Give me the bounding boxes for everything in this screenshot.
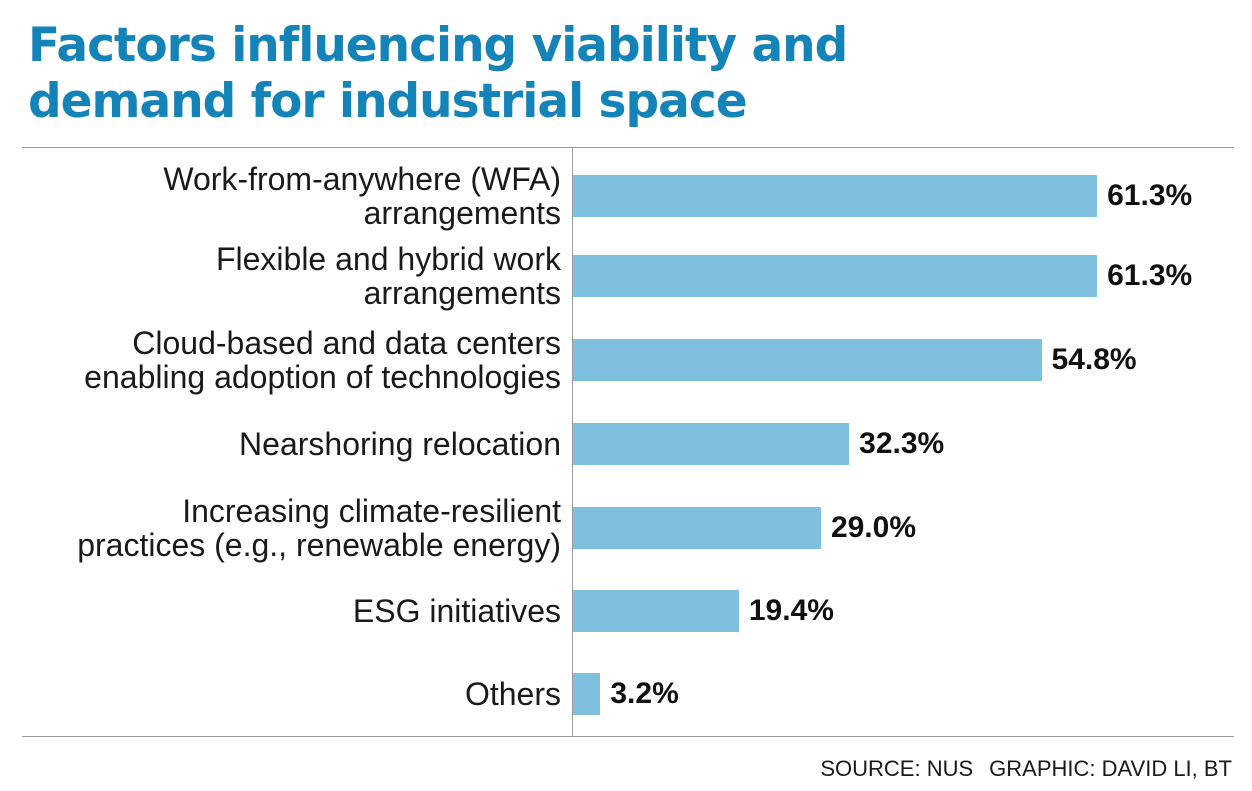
category-label-5-line-1: Increasing climate-resilient bbox=[182, 493, 561, 529]
chart-title-line-1: Factors influencing viability and bbox=[28, 18, 848, 73]
value-label-7: 3.2% bbox=[610, 677, 679, 710]
category-label-4: Nearshoring relocation bbox=[239, 427, 561, 461]
value-label-6: 19.4% bbox=[748, 594, 834, 627]
y-axis-line bbox=[572, 147, 573, 736]
bar-6 bbox=[573, 590, 739, 632]
bottom-rule bbox=[22, 736, 1234, 737]
category-label-3-line-2: enabling adoption of technologies bbox=[84, 359, 561, 395]
category-label-6-line-1: ESG initiatives bbox=[352, 593, 561, 629]
category-label-2: Flexible and hybrid work arrangements bbox=[216, 242, 561, 310]
value-label-1: 61.3% bbox=[1107, 179, 1193, 212]
category-label-1-line-1: Work-from-anywhere (WFA) bbox=[163, 161, 561, 197]
value-label-5: 29.0% bbox=[830, 511, 917, 544]
footer: SOURCE: NUS GRAPHIC: DAVID LI, BT bbox=[804, 756, 1232, 782]
category-label-1: Work-from-anywhere (WFA) arrangements bbox=[163, 162, 561, 230]
value-label-3: 54.8% bbox=[1051, 343, 1137, 376]
category-label-3: Cloud-based and data centers enabling ado… bbox=[84, 326, 561, 394]
bar-2 bbox=[573, 255, 1098, 297]
category-label-1-line-2: arrangements bbox=[363, 195, 561, 231]
credit-text: GRAPHIC: DAVID LI, BT bbox=[989, 756, 1232, 781]
category-label-7: Others bbox=[465, 677, 561, 711]
bar-3 bbox=[573, 339, 1042, 381]
bar-1 bbox=[573, 175, 1098, 217]
chart-title: Factors influencing viability and demand… bbox=[28, 18, 1128, 130]
category-label-2-line-2: arrangements bbox=[363, 275, 561, 311]
chart-title-line-2: demand for industrial space bbox=[28, 74, 748, 129]
category-label-4-line-1: Nearshoring relocation bbox=[239, 426, 561, 462]
bar-4 bbox=[573, 423, 850, 465]
bar-5 bbox=[573, 507, 821, 549]
category-label-5-line-2: practices (e.g., renewable energy) bbox=[77, 527, 561, 563]
category-label-6: ESG initiatives bbox=[353, 594, 561, 628]
value-label-2: 61.3% bbox=[1107, 259, 1193, 292]
category-label-5: Increasing climate-resilient practices (e… bbox=[77, 494, 561, 562]
category-label-2-line-1: Flexible and hybrid work bbox=[215, 241, 561, 277]
bar-7 bbox=[573, 673, 601, 715]
source-text: SOURCE: NUS bbox=[820, 756, 974, 781]
top-rule bbox=[22, 147, 1234, 148]
category-label-3-line-1: Cloud-based and data centers bbox=[132, 325, 561, 361]
category-label-7-line-1: Others bbox=[464, 676, 561, 712]
value-label-4: 32.3% bbox=[859, 427, 945, 460]
